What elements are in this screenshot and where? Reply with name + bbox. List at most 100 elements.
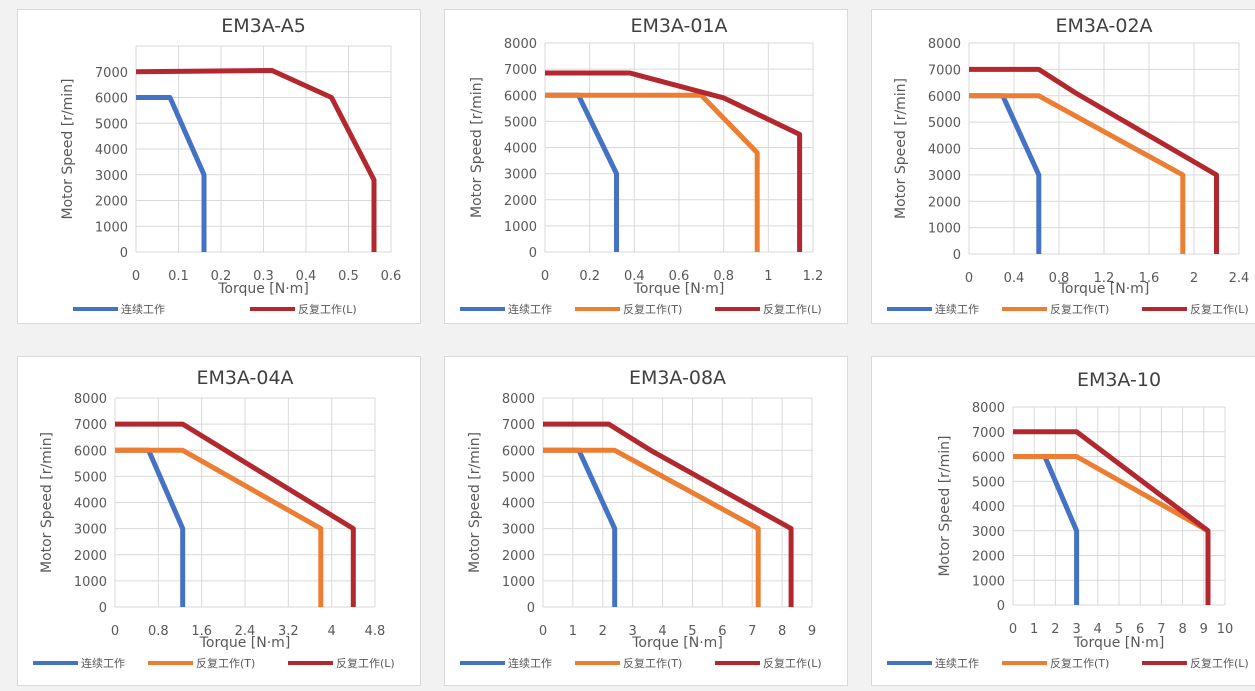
y-tick-label: 7000: [928, 63, 961, 78]
legend-entry: 连续工作: [81, 656, 125, 670]
chart-title: EM3A-02A: [1055, 15, 1152, 37]
legend-entry: 反复工作(T): [623, 656, 682, 670]
x-axis-label: Torque [N·m]: [633, 281, 725, 297]
y-tick-label: 6000: [972, 451, 1005, 466]
y-tick-label: 2000: [95, 195, 128, 210]
y-tick-label: 0: [997, 599, 1005, 614]
y-tick-label: 4000: [74, 497, 107, 512]
chart-title: EM3A-01A: [630, 15, 727, 37]
x-tick-label: 0.4: [296, 269, 317, 284]
chart-panel-em3a-08a: EM3A-08A 0 1000 2000 3000 4000 5000 6000 7000 800…: [444, 356, 848, 686]
x-tick-label: 0.4: [624, 269, 645, 284]
y-tick-label: 2000: [74, 549, 107, 564]
x-tick-label: 2.4: [1229, 271, 1250, 286]
chart-title: EM3A-04A: [196, 367, 293, 389]
legend-entry: 反复工作(T): [196, 656, 255, 670]
x-tick-label: 0.5: [338, 269, 359, 284]
legend-entry: 连续工作: [935, 302, 979, 316]
series-line-L: [545, 70, 803, 252]
x-tick-label: 0.2: [579, 269, 600, 284]
y-tick-label: 7000: [74, 418, 107, 433]
x-tick-label: 2: [599, 624, 607, 639]
x-tick-label: 8: [778, 624, 786, 639]
x-tick-label: 8: [1178, 622, 1186, 637]
y-tick-label: 3000: [928, 169, 961, 184]
y-tick-label: 4000: [972, 500, 1005, 515]
series-line-T: [969, 93, 1186, 254]
y-tick-label: 1000: [95, 220, 128, 235]
x-tick-label: 1: [1030, 622, 1038, 637]
y-tick-label: 1000: [504, 220, 537, 235]
y-tick-label: 5000: [504, 115, 537, 130]
x-axis-label: Torque [N·m]: [1058, 281, 1150, 297]
x-tick-label: 1: [569, 624, 577, 639]
y-tick-label: 8000: [972, 401, 1005, 416]
x-tick-label: 0: [132, 269, 140, 284]
x-tick-label: 1.6: [1139, 271, 1160, 286]
x-tick-label: 4: [328, 624, 336, 639]
y-tick-label: 6000: [928, 90, 961, 105]
y-tick-label: 1000: [502, 575, 535, 590]
y-tick-label: 1000: [74, 575, 107, 590]
x-tick-label: 4: [1094, 622, 1102, 637]
chart-svg: EM3A-10 0 1000 2000 3000 4000 5000 6000 7000 8000…: [887, 369, 1249, 670]
series-line-L: [969, 66, 1219, 254]
y-tick-label: 8000: [74, 392, 107, 407]
x-tick-label: 0: [1009, 622, 1017, 637]
y-tick-label: 1000: [972, 574, 1005, 589]
legend-entry: 反复工作(L): [336, 656, 395, 670]
x-tick-label: 0.8: [1049, 271, 1070, 286]
y-tick-label: 4000: [928, 143, 961, 158]
x-tick-label: 2.4: [235, 624, 256, 639]
chart-svg: EM3A-04A 0 1000 2000 3000 4000 5000 6000 7000 800…: [33, 367, 395, 670]
legend-entry: 连续工作: [508, 302, 552, 316]
y-tick-label: 2000: [504, 194, 537, 209]
y-tick-label: 2000: [972, 550, 1005, 565]
legend-entry: 连续工作: [121, 302, 165, 316]
y-axis-label: Motor Speed [r/min]: [60, 78, 76, 219]
chart-svg: EM3A-01A 0 1000 2000 3000 4000 5000 6000 7000 800…: [460, 15, 824, 316]
y-tick-label: 2000: [502, 549, 535, 564]
chart-title: EM3A-08A: [629, 367, 726, 389]
chart-panel-em3a-04a: EM3A-04A 0 1000 2000 3000 4000 5000 6000 7000 800…: [17, 356, 421, 686]
x-axis-label: Torque [N·m]: [1073, 635, 1165, 651]
y-tick-label: 6000: [502, 444, 535, 459]
series-line-L: [135, 68, 377, 252]
series-line-T: [545, 92, 760, 252]
chart-svg: EM3A-08A 0 1000 2000 3000 4000 5000 6000 7000 800…: [460, 367, 822, 670]
x-tick-label: 0: [965, 271, 973, 286]
y-tick-label: 3000: [972, 525, 1005, 540]
legend-entry: 反复工作(L): [298, 302, 357, 316]
y-tick-label: 7000: [972, 426, 1005, 441]
x-tick-label: 0.8: [713, 269, 734, 284]
legend-entry: 反复工作(L): [1190, 656, 1249, 670]
x-tick-label: 7: [748, 624, 756, 639]
y-tick-label: 8000: [504, 37, 537, 52]
y-tick-label: 0: [120, 246, 128, 261]
x-tick-label: 3.2: [278, 624, 299, 639]
x-tick-label: 1.6: [191, 624, 212, 639]
legend-entry: 反复工作(T): [1050, 302, 1109, 316]
y-tick-label: 7000: [502, 418, 535, 433]
x-tick-label: 0.6: [381, 269, 402, 284]
legend-entry: 反复工作(L): [1190, 302, 1249, 316]
y-tick-label: 4000: [502, 497, 535, 512]
legend-entry: 反复工作(L): [763, 302, 822, 316]
x-tick-label: 9: [808, 624, 816, 639]
x-tick-label: 6: [718, 624, 726, 639]
y-tick-label: 3000: [502, 523, 535, 538]
legend-entry: 反复工作(T): [1050, 656, 1109, 670]
y-tick-label: 0: [529, 246, 537, 261]
chart-panel-em3a-02a: EM3A-02A 0 1000 2000 3000 4000 5000 6000 7000 800…: [871, 9, 1255, 324]
x-tick-label: 1.2: [1094, 271, 1115, 286]
y-tick-label: 6000: [504, 89, 537, 104]
y-tick-label: 7000: [95, 66, 128, 81]
x-tick-label: 2: [1051, 622, 1059, 637]
x-tick-label: 5: [1115, 622, 1123, 637]
chart-panel-em3a-a5: EM3A-A5 0 1000 2000 3000 4000 5000 6000 7000 0 0.1…: [17, 9, 421, 324]
chart-panel-em3a-10: EM3A-10 0 1000 2000 3000 4000 5000 6000 7000 8000…: [871, 356, 1255, 686]
x-tick-label: 6: [1136, 622, 1144, 637]
x-tick-label: 1.2: [803, 269, 824, 284]
y-tick-label: 6000: [95, 92, 128, 107]
y-tick-label: 0: [99, 601, 107, 616]
